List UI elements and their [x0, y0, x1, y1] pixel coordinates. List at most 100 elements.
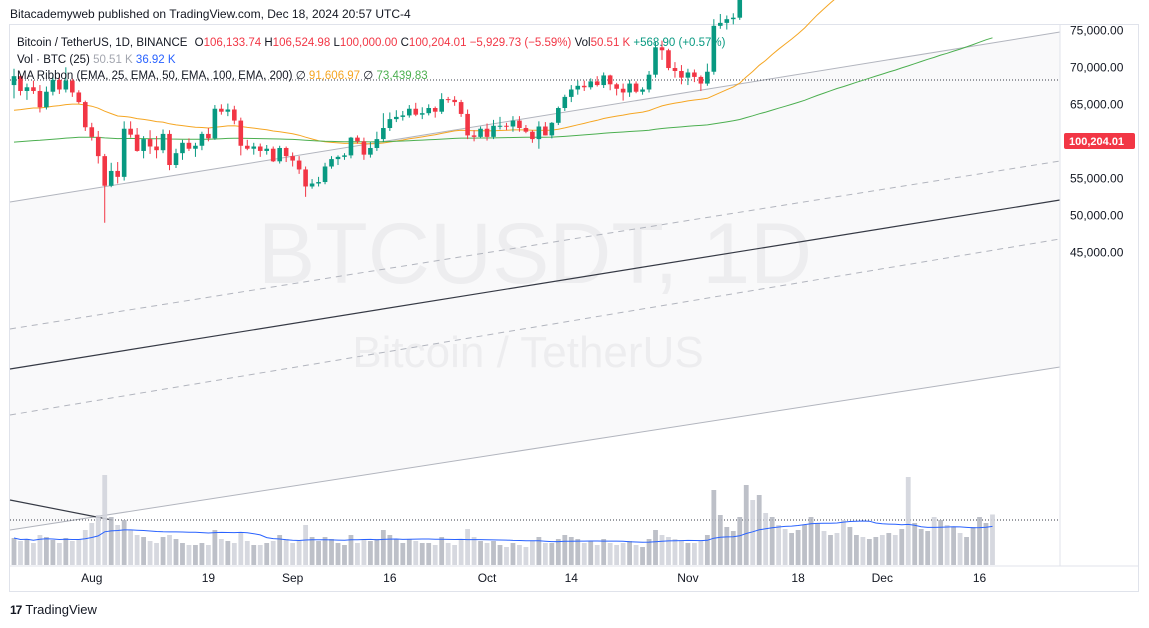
candle-body[interactable] [186, 142, 192, 149]
candle-body[interactable] [517, 120, 522, 128]
candle-body[interactable] [594, 81, 600, 86]
candle-body[interactable] [44, 91, 49, 108]
candle-body[interactable] [692, 72, 697, 77]
candle-body[interactable] [439, 99, 444, 112]
candle-body[interactable] [659, 47, 665, 51]
candle-body[interactable] [303, 169, 308, 187]
candle-body[interactable] [458, 102, 464, 114]
candle-body[interactable] [406, 108, 412, 116]
candle-body[interactable] [342, 155, 347, 157]
candle-body[interactable] [523, 127, 529, 132]
candle-body[interactable] [666, 50, 671, 69]
candle-body[interactable] [95, 136, 101, 157]
candle-body[interactable] [212, 108, 218, 139]
candle-body[interactable] [478, 128, 483, 137]
chart-frame[interactable] [9, 24, 1139, 592]
candle-body[interactable] [108, 170, 114, 186]
channel-lower-line[interactable] [9, 366, 1061, 531]
candle-body[interactable] [698, 76, 704, 84]
candle-body[interactable] [128, 128, 133, 135]
candle-body[interactable] [329, 159, 334, 167]
candle-body[interactable] [718, 22, 723, 26]
candle-body[interactable] [89, 127, 95, 137]
candle-body[interactable] [562, 96, 568, 109]
candle-body[interactable] [685, 72, 691, 78]
candle-body[interactable] [497, 125, 503, 127]
candle-body[interactable] [173, 153, 179, 166]
candle-body[interactable] [50, 79, 56, 92]
candle-body[interactable] [484, 128, 490, 137]
candle-body[interactable] [445, 99, 451, 101]
candle-body[interactable] [504, 125, 509, 127]
candle-body[interactable] [361, 141, 367, 155]
candle-body[interactable] [737, 0, 743, 18]
candle-body[interactable] [70, 80, 75, 93]
candle-body[interactable] [244, 145, 250, 149]
candle-body[interactable] [167, 133, 172, 166]
candle-body[interactable] [309, 183, 315, 187]
candle-body[interactable] [57, 79, 62, 90]
candle-body[interactable] [368, 147, 373, 155]
candle-body[interactable] [601, 75, 606, 86]
candle-body[interactable] [238, 120, 244, 146]
candle-body[interactable] [316, 182, 321, 184]
candle-body[interactable] [413, 108, 419, 115]
candle-body[interactable] [568, 89, 574, 97]
candle-body[interactable] [206, 133, 211, 139]
candle-body[interactable] [419, 113, 425, 115]
candle-body[interactable] [543, 126, 548, 136]
channel-quarter-line-upper[interactable] [9, 160, 1061, 330]
candle-body[interactable] [646, 74, 652, 90]
candle-body[interactable] [536, 126, 542, 140]
channel-median-line[interactable] [9, 199, 1061, 370]
candle-body[interactable] [588, 81, 594, 88]
candle-body[interactable] [11, 76, 17, 86]
candle-body[interactable] [199, 133, 205, 146]
candle-body[interactable] [394, 116, 399, 120]
candle-body[interactable] [355, 137, 360, 142]
candle-body[interactable] [283, 147, 289, 157]
candle-body[interactable] [154, 146, 159, 151]
candle-body[interactable] [134, 134, 140, 151]
legend-ohlc-row[interactable]: Bitcoin / TetherUS, 1D, BINANCE O106,133… [17, 35, 726, 52]
candle-body[interactable] [180, 142, 185, 154]
candle-body[interactable] [614, 84, 619, 89]
candle-body[interactable] [374, 139, 380, 148]
candle-body[interactable] [225, 109, 231, 112]
candle-body[interactable] [270, 148, 276, 162]
candle-body[interactable] [141, 139, 146, 151]
candle-body[interactable] [530, 131, 535, 140]
candle-body[interactable] [653, 47, 658, 75]
candle-body[interactable] [581, 85, 587, 88]
candle-body[interactable] [672, 68, 678, 71]
candle-body[interactable] [575, 85, 581, 90]
candle-body[interactable] [290, 156, 295, 161]
candle-body[interactable] [115, 170, 120, 177]
candle-body[interactable] [627, 83, 632, 93]
candle-body[interactable] [335, 156, 341, 160]
candle-body[interactable] [381, 127, 386, 140]
candle-body[interactable] [193, 145, 198, 149]
candle-body[interactable] [348, 137, 354, 156]
candle-body[interactable] [724, 19, 730, 23]
candle-body[interactable] [232, 109, 237, 121]
candle-body[interactable] [432, 108, 438, 112]
channel-upper-line[interactable] [9, 31, 1061, 203]
candle-body[interactable] [76, 92, 82, 103]
candle-body[interactable] [387, 119, 393, 128]
legend-ma-row[interactable]: MA Ribbon (EMA, 25, EMA, 50, EMA, 100, E… [17, 68, 726, 85]
candle-body[interactable] [711, 25, 717, 72]
candle-body[interactable] [121, 128, 127, 177]
candle-body[interactable] [471, 135, 477, 137]
candle-body[interactable] [640, 89, 645, 92]
candle-body[interactable] [607, 75, 613, 85]
candle-body[interactable] [633, 83, 639, 92]
candle-body[interactable] [730, 17, 736, 20]
channel-quarter-line-lower[interactable] [9, 238, 1061, 416]
candle-body[interactable] [257, 146, 263, 151]
candle-body[interactable] [465, 113, 470, 136]
candle-body[interactable] [37, 90, 43, 108]
candle-body[interactable] [31, 87, 36, 91]
candle-body[interactable] [452, 99, 457, 103]
